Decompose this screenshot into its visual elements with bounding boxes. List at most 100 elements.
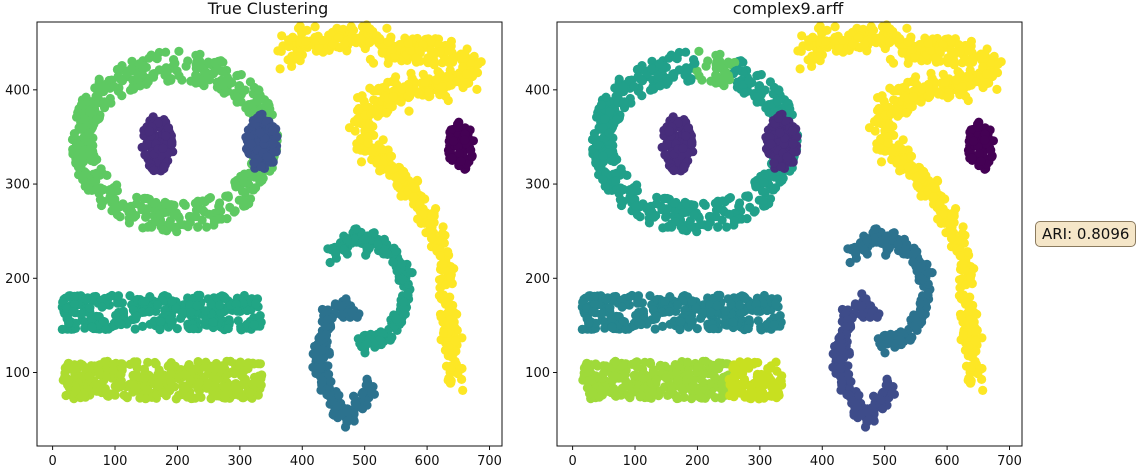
scatter-point [231,182,241,192]
scatter-point [830,22,840,32]
scatter-point [184,211,194,222]
scatter-point [426,36,436,47]
scatter-point [96,295,106,305]
scatter-point [723,57,733,67]
scatter-point [342,46,352,56]
scatter-point [683,357,693,367]
scatter-point [426,233,437,243]
scatter-point [149,69,159,79]
x-tick-label: 700 [477,454,502,469]
scatter-point [444,58,455,68]
scatter-point [185,375,196,386]
scatter-point [253,96,263,106]
scatter-point [605,303,615,313]
scatter-point [167,296,177,306]
scatter-point [772,366,782,376]
scatter-point [961,91,971,101]
scatter-point [356,157,367,167]
scatter-point [161,47,171,57]
scatter-point [446,376,456,386]
scatter-point [85,107,95,117]
scatter-point [192,300,202,311]
scatter-point [633,71,643,82]
scatter-point [350,126,360,136]
scatter-point [295,21,305,31]
scatter-point [249,185,259,195]
scatter-point [174,71,184,81]
scatter-point [901,108,912,118]
scatter-point [769,185,779,195]
scatter-point [135,81,145,91]
scatter-point [161,198,172,209]
scatter-point [209,216,220,226]
scatter-point [69,291,79,301]
scatter-point [775,128,785,138]
scatter-point [315,332,325,342]
scatter-point [592,140,603,150]
scatter-point [460,49,470,59]
scatter-point [720,68,731,78]
scatter-point [332,401,342,411]
scatter-point [195,290,205,300]
scatter-point [267,126,278,136]
scatter-point [110,381,120,391]
scatter-point [111,310,121,320]
scatter-point [946,233,957,243]
scatter-point [189,324,199,334]
scatter-point [265,104,275,114]
x-tick-label: 500 [352,454,377,469]
scatter-point [788,139,798,149]
scatter-point [452,309,462,319]
scatter-point [328,39,338,49]
scatter-point [724,194,734,204]
scatter-point [423,53,433,63]
scatter-point [102,170,112,180]
scatter-point [660,193,670,203]
scatter-point [970,336,981,346]
scatter-point [336,301,347,311]
scatter-point [352,312,362,322]
scatter-point [715,56,725,67]
scatter-point [361,380,371,390]
scatter-point [245,77,255,87]
scatter-point [302,25,312,35]
scatter-point [381,108,392,118]
scatter-point [256,162,266,172]
scatter-point [239,178,249,188]
scatter-point [966,376,976,386]
scatter-point [773,96,783,106]
scatter-point [364,119,375,129]
scatter-point [872,144,882,154]
scatter-point [669,69,679,79]
scatter-point [96,164,106,174]
scatter-point [68,307,78,317]
scatter-point [203,379,213,389]
scatter-point [589,129,600,139]
scatter-point [316,355,326,365]
scatter-point [448,136,459,146]
scatter-point [99,357,110,367]
scatter-point [129,212,139,222]
scatter-point [406,68,416,78]
scatter-point [619,97,630,107]
scatter-point [368,58,379,68]
scatter-point [99,184,109,195]
scatter-point [396,191,406,201]
scatter-point [217,361,227,371]
scatter-point [220,382,230,393]
scatter-point [902,23,912,33]
scatter-point [128,380,138,390]
scatter-point [287,51,297,61]
scatter-point [331,249,341,259]
scatter-point [112,210,122,220]
scatter-point [919,167,929,177]
scatter-point [729,216,740,226]
scatter-point [675,317,686,327]
scatter-point [71,318,81,328]
scatter-point [683,123,694,133]
scatter-point [155,317,166,327]
scatter-point [958,222,968,232]
scatter-point [673,393,683,403]
scatter-point [671,53,681,63]
subplot-title: True Clustering [207,0,329,18]
